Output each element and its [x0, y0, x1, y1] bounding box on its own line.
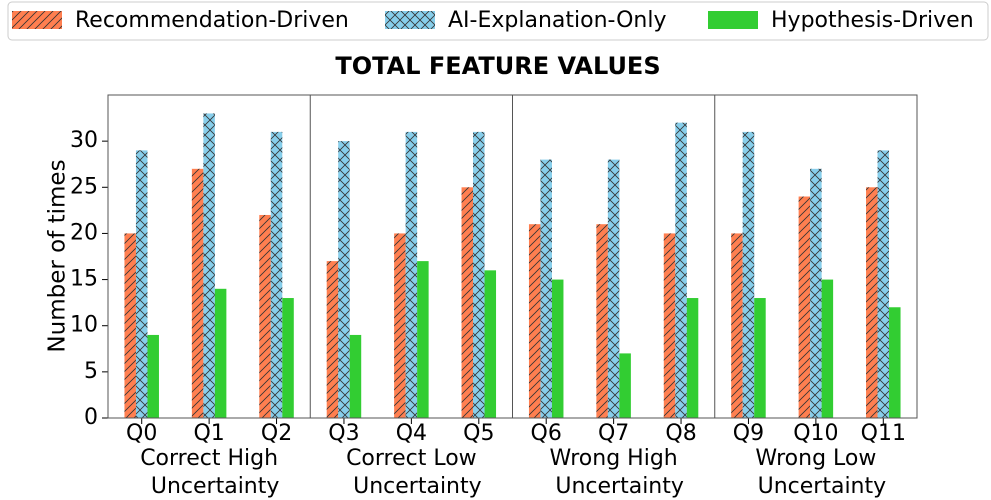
bar-hatch: [259, 214, 271, 418]
bar-hatch: [540, 159, 552, 418]
group-label: Uncertainty: [151, 474, 280, 499]
bar-hatch: [473, 131, 485, 418]
y-tick-label: 30: [70, 128, 98, 153]
x-tick-label: Q1: [193, 421, 224, 446]
legend-label: Hypothesis-Driven: [771, 8, 974, 33]
bar-hatch: [798, 196, 811, 418]
bar-hatch: [461, 187, 474, 418]
x-tick-label: Q10: [793, 421, 838, 446]
legend-label: AI-Explanation-Only: [448, 8, 666, 33]
group-label: Uncertainty: [353, 474, 482, 499]
bar: [349, 334, 362, 418]
y-axis-label: Number of times: [45, 159, 71, 352]
group-label: Wrong Low: [755, 446, 876, 471]
legend-swatch-hatch: [12, 11, 62, 29]
x-tick-label: Q6: [531, 421, 562, 446]
bar-hatch: [338, 141, 350, 418]
bar: [619, 353, 631, 418]
bar: [551, 279, 564, 418]
x-tick-label: Q9: [733, 421, 764, 446]
bar: [147, 334, 159, 418]
x-tick-label: Q8: [665, 421, 696, 446]
bar-hatch: [203, 113, 215, 418]
group-label: Uncertainty: [758, 474, 887, 499]
x-tick-label: Q5: [463, 421, 494, 446]
bar: [484, 270, 497, 418]
y-tick-label: 10: [70, 313, 98, 338]
x-tick-label: Q3: [328, 421, 359, 446]
chart-title: TOTAL FEATURE VALUES: [335, 52, 660, 80]
bar: [417, 261, 429, 418]
y-tick-label: 5: [84, 359, 98, 384]
x-tick-label: Q2: [261, 421, 292, 446]
bar: [889, 307, 901, 418]
x-tick-label: Q7: [598, 421, 629, 446]
bar-hatch: [394, 233, 406, 418]
bar-hatch: [596, 224, 608, 418]
bar-hatch: [135, 150, 148, 418]
bar-hatch: [877, 150, 890, 418]
bar-hatch: [810, 168, 822, 418]
bar-hatch: [675, 122, 687, 418]
x-tick-label: Q0: [126, 421, 157, 446]
y-tick-label: 25: [70, 174, 98, 199]
bar-hatch: [866, 187, 878, 418]
bar: [821, 279, 834, 418]
y-tick-label: 0: [84, 405, 98, 430]
bar-hatch: [607, 159, 620, 418]
bar-hatch: [405, 131, 418, 418]
bar: [214, 288, 227, 418]
group-label: Wrong High: [549, 446, 677, 471]
bar-hatch: [528, 224, 541, 418]
y-tick-label: 15: [70, 267, 98, 292]
plot-frame: [107, 94, 918, 419]
x-tick-label: Q4: [396, 421, 427, 446]
bar-hatch: [270, 131, 283, 418]
legend-label: Recommendation-Driven: [75, 8, 349, 33]
group-label: Correct High: [140, 446, 278, 471]
group-label: Correct Low: [346, 446, 477, 471]
bar-hatch: [124, 233, 136, 418]
legend-swatch-hatch: [385, 11, 435, 29]
bar: [686, 298, 699, 418]
x-tick-label: Q11: [861, 421, 906, 446]
bar-hatch: [731, 233, 743, 418]
bar: [282, 298, 294, 418]
bar-hatch: [742, 131, 755, 418]
bar-hatch: [191, 168, 204, 418]
legend-swatch: [708, 11, 758, 29]
y-tick-label: 20: [70, 220, 98, 245]
group-label: Uncertainty: [555, 474, 684, 499]
bar: [754, 298, 766, 418]
bar-hatch: [663, 233, 676, 418]
bar-hatch: [326, 261, 339, 418]
